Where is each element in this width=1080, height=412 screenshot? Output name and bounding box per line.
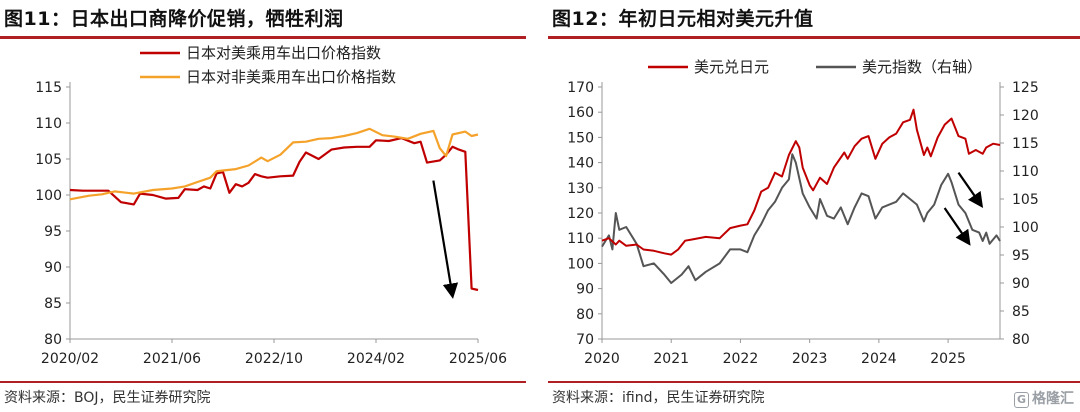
right-chart-panel: 图12：年初日元相对美元升值 70 80 90 100 110 120 130 140 150 1… xyxy=(548,0,1080,412)
right-y-tick-label: 105 xyxy=(1012,192,1039,208)
series-line-1 xyxy=(69,137,479,292)
x-tick-label: 2024/02 xyxy=(347,351,405,367)
y-tick-label: 110 xyxy=(35,116,62,132)
legend-label-1: 日本对美乘用车出口价格指数 xyxy=(186,44,381,62)
right-title-rule xyxy=(548,36,1080,39)
y-tick-label: 85 xyxy=(44,296,62,312)
right-y-tick-label: 110 xyxy=(1012,164,1039,180)
right-source-rule xyxy=(548,381,1080,383)
left-y-tick-label: 100 xyxy=(567,256,594,272)
left-y-tick-label: 80 xyxy=(576,307,594,323)
left-line-chart: 80 85 90 95 100 105 110 115 2020/02 2021/06 2022/1… xyxy=(35,44,507,367)
annotation-arrow xyxy=(432,180,459,299)
y-tick-label: 95 xyxy=(44,224,62,240)
left-y-tick-label: 170 xyxy=(567,80,594,96)
x-tick-label: 2021/06 xyxy=(143,351,201,367)
left-y-tick-label: 110 xyxy=(567,231,594,247)
left-chart-title: 图11：日本出口商降价促销，牺牲利润 xyxy=(4,8,344,30)
left-y-tick-label: 70 xyxy=(576,332,594,348)
right-chart-title: 图12：年初日元相对美元升值 xyxy=(552,8,814,30)
y-tick-label: 90 xyxy=(44,260,62,276)
right-y-tick-label: 90 xyxy=(1012,276,1030,292)
x-tick-label: 2022/10 xyxy=(245,351,303,367)
watermark-text: 格隆汇 xyxy=(1032,391,1074,407)
watermark-glyph: G xyxy=(1013,392,1029,408)
right-y-tick-label: 85 xyxy=(1012,304,1030,320)
x-tick-label: 2024 xyxy=(861,351,897,367)
right-source-note: 资料来源：ifind，民生证券研究院 xyxy=(552,390,765,406)
left-y-tick-label: 150 xyxy=(567,130,594,146)
series-line-2 xyxy=(601,153,1001,284)
left-y-tick-label: 130 xyxy=(567,181,594,197)
x-tick-label: 2021 xyxy=(653,351,689,367)
right-y-tick-label: 95 xyxy=(1012,248,1030,264)
right-y-tick-label: 120 xyxy=(1012,108,1039,124)
y-tick-label: 100 xyxy=(35,188,62,204)
left-y-tick-label: 90 xyxy=(576,282,594,298)
y-tick-label: 80 xyxy=(44,332,62,348)
right-y-tick-label: 125 xyxy=(1012,80,1039,96)
annotation-arrow-1 xyxy=(957,172,984,208)
right-y-tick-label: 80 xyxy=(1012,332,1030,348)
left-source-rule xyxy=(0,381,526,383)
legend-label-2: 日本对非美乘用车出口价格指数 xyxy=(186,68,396,86)
series-line-2 xyxy=(69,127,479,201)
right-y-tick-label: 100 xyxy=(1012,220,1039,236)
x-tick-label: 2020/02 xyxy=(41,351,99,367)
left-y-tick-label: 160 xyxy=(567,105,594,121)
annotation-arrow-2 xyxy=(943,207,971,246)
x-tick-label: 2020 xyxy=(584,351,620,367)
left-source-note: 资料来源：BOJ，民生证券研究院 xyxy=(4,390,211,406)
right-line-chart: 70 80 90 100 110 120 130 140 150 160 170 80 85 90 95 10… xyxy=(567,58,1039,367)
legend-label-1: 美元兑日元 xyxy=(694,58,769,76)
x-tick-label: 2023 xyxy=(792,351,828,367)
right-y-tick-label: 115 xyxy=(1012,136,1039,152)
watermark-logo: G 格隆汇 xyxy=(1013,388,1074,408)
x-tick-label: 2025/06 xyxy=(449,351,507,367)
series-line-1 xyxy=(601,108,1001,256)
left-chart-panel: 图11：日本出口商降价促销，牺牲利润 80 85 90 95 100 105 110 115 2… xyxy=(0,0,526,412)
y-tick-label: 105 xyxy=(35,152,62,168)
x-tick-label: 2022 xyxy=(723,351,759,367)
left-y-tick-label: 120 xyxy=(567,206,594,222)
left-y-tick-label: 140 xyxy=(567,156,594,172)
legend-label-2: 美元指数（右轴） xyxy=(862,58,982,76)
y-tick-label: 115 xyxy=(35,80,62,96)
left-title-rule xyxy=(0,36,526,39)
x-tick-label: 2025 xyxy=(930,351,966,367)
